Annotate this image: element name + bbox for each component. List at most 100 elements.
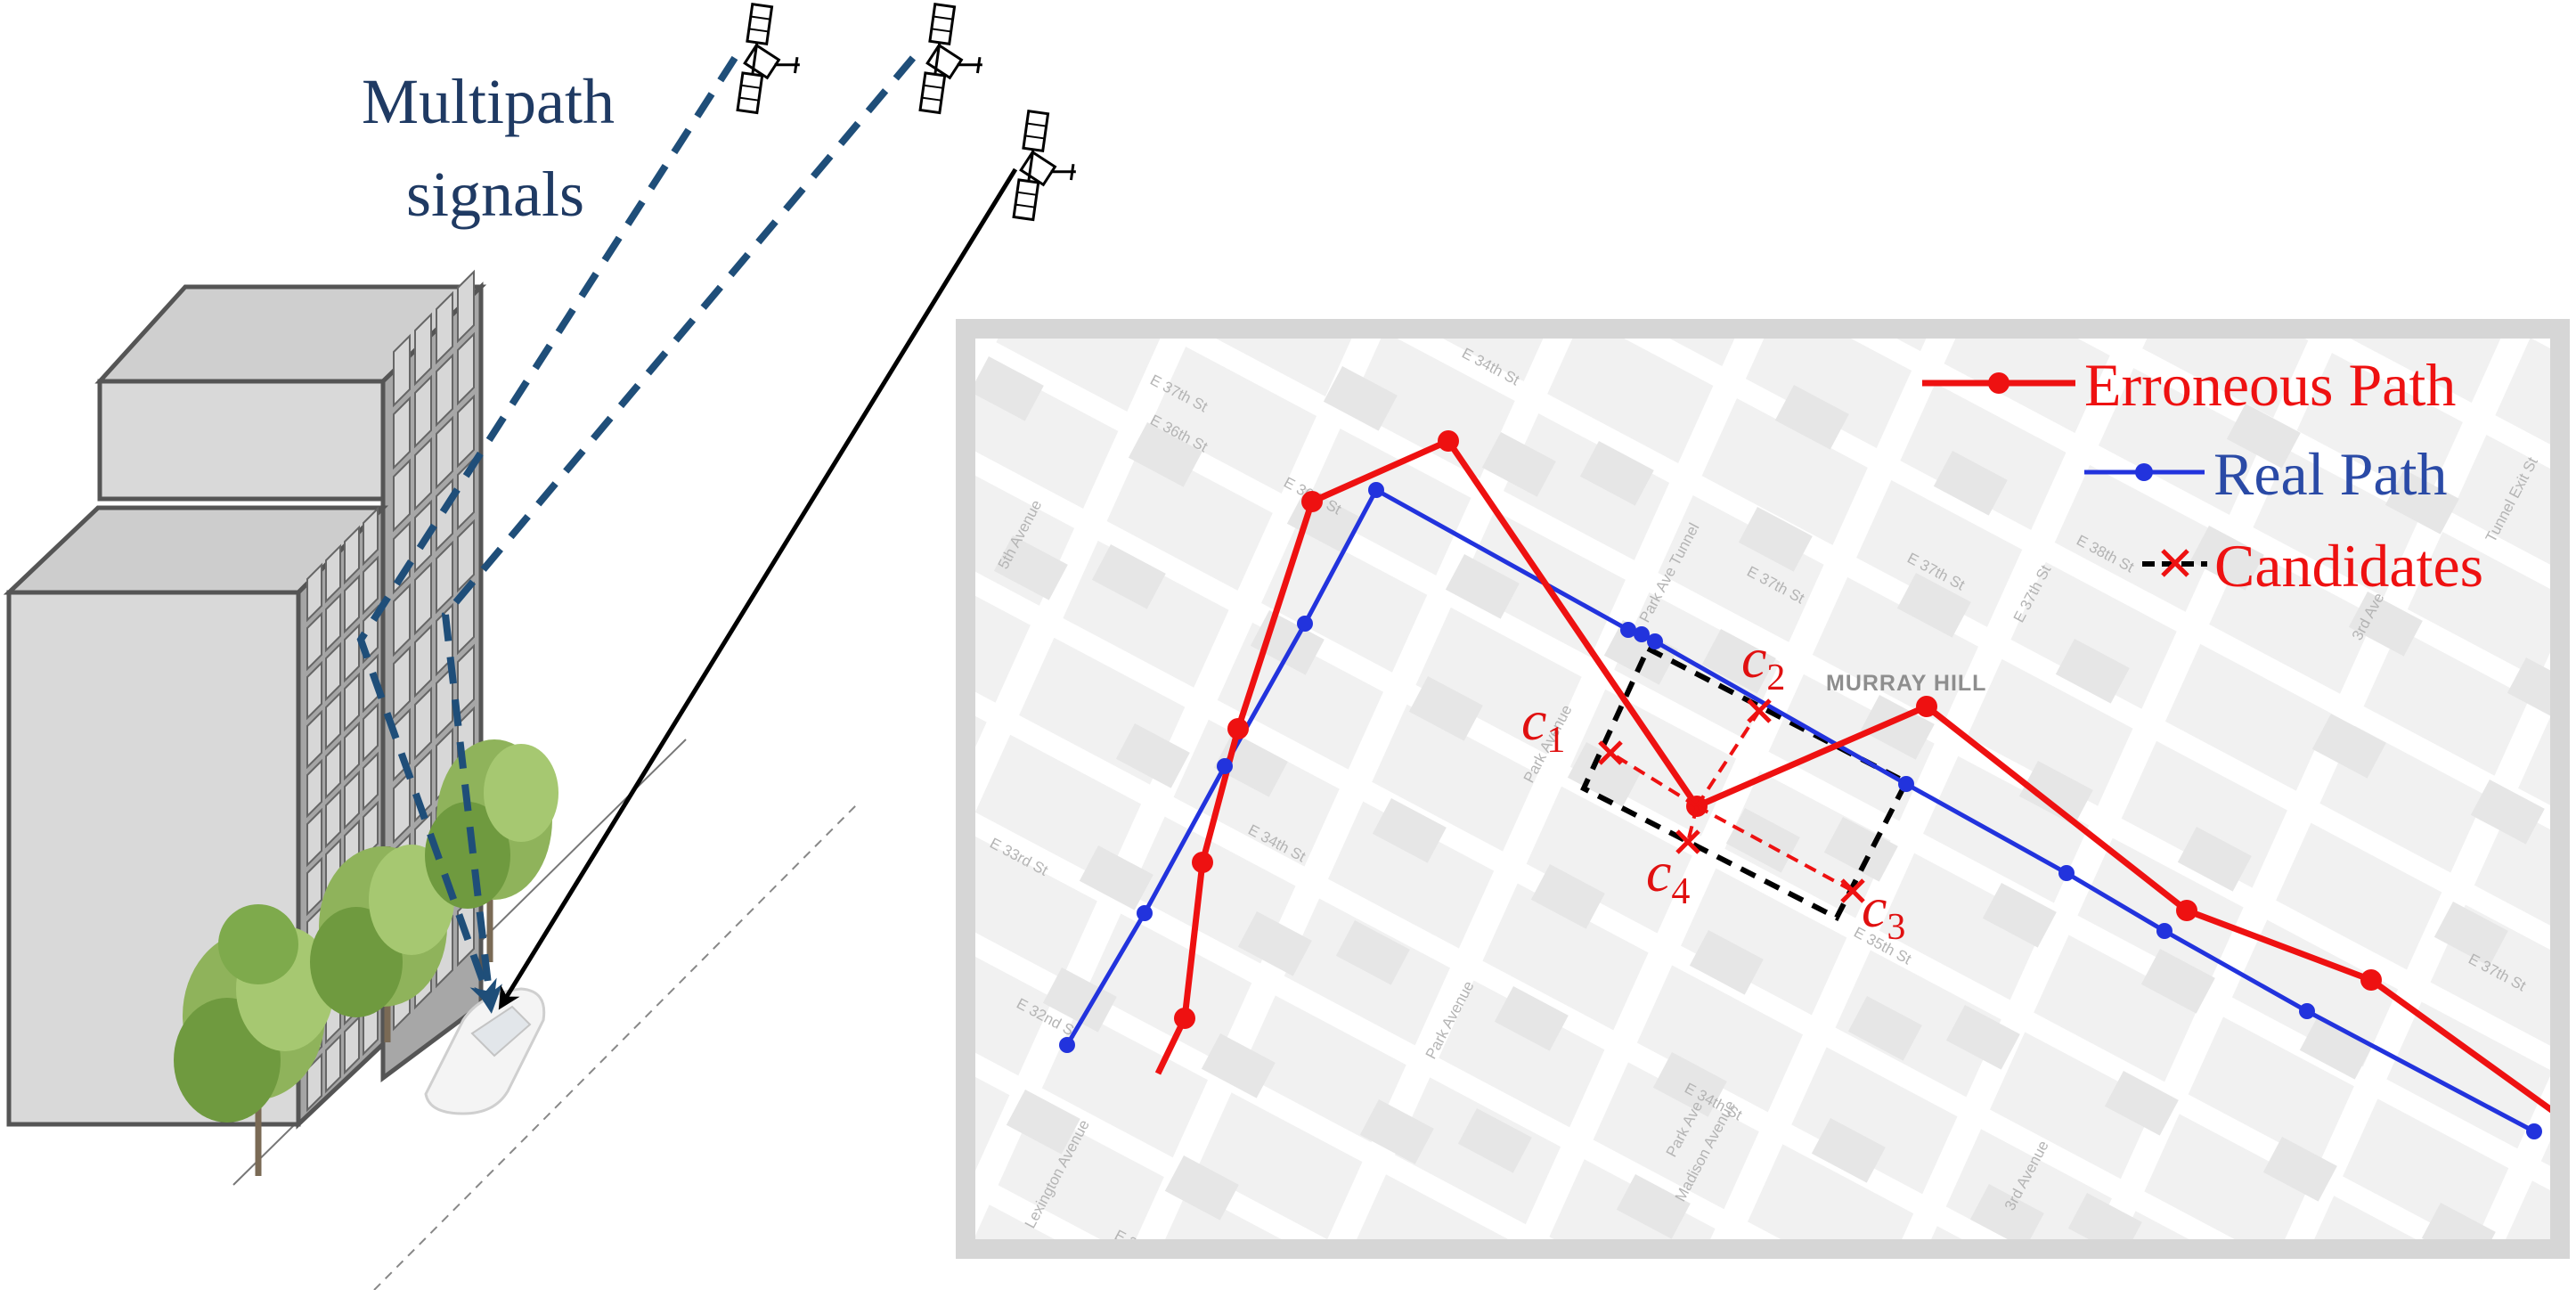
building-block <box>2421 1202 2496 1239</box>
window <box>436 665 453 739</box>
satellite-icon <box>918 3 991 119</box>
building-block <box>2507 657 2550 723</box>
building-block <box>1689 930 1764 995</box>
building-block <box>2055 639 2130 704</box>
map-legend: Erroneous Path Real Path Candidates <box>1922 351 2483 600</box>
window <box>325 641 341 702</box>
window <box>414 561 432 636</box>
building-block <box>1323 365 1398 431</box>
building-block <box>2470 779 2545 845</box>
legend-candidates: Candidates <box>2142 532 2483 600</box>
avenue <box>975 339 999 388</box>
window <box>363 800 379 861</box>
multipath-signals <box>356 55 917 1014</box>
building-block <box>2262 1136 2337 1202</box>
building-block <box>1847 996 1922 1061</box>
window <box>306 1052 322 1113</box>
tree-icon <box>174 904 334 1176</box>
building-block <box>1603 620 1678 685</box>
building-block <box>1579 441 1654 506</box>
window <box>457 643 475 718</box>
legend-erroneous-path: Erroneous Path <box>1922 351 2456 419</box>
building-block <box>2311 714 2386 779</box>
building-block <box>1530 864 1605 929</box>
candidate-label-c1: c1 <box>1521 689 1565 761</box>
window <box>325 690 341 751</box>
street <box>2077 339 2550 589</box>
building-block <box>1408 676 1483 741</box>
street <box>891 0 2576 160</box>
window <box>325 1033 341 1094</box>
window <box>436 290 453 365</box>
building-block <box>1945 1005 2020 1070</box>
building-block <box>2299 1015 2374 1080</box>
street <box>2304 339 2550 469</box>
window <box>325 592 341 653</box>
building-block <box>1567 742 1642 807</box>
building-block <box>1128 421 1202 487</box>
avenue <box>2476 1075 2550 1239</box>
window <box>436 540 453 615</box>
window <box>414 374 432 449</box>
window <box>436 415 453 490</box>
district-label: MURRAY HILL <box>1826 671 1986 696</box>
window <box>306 562 322 623</box>
window <box>344 525 360 585</box>
building-block <box>1201 1033 1276 1098</box>
satellite-icon <box>1012 110 1085 226</box>
candidate-label-c4: c4 <box>1646 840 1690 912</box>
urban-scene <box>3 3 1085 1290</box>
avenue <box>1519 339 1956 1239</box>
multipath-label-line1: Multipath <box>362 66 615 137</box>
building-block <box>1042 968 1117 1033</box>
window <box>344 721 360 781</box>
real-path-points <box>1059 482 2542 1139</box>
building-block <box>2018 761 2093 826</box>
street <box>891 1261 2576 1290</box>
window <box>457 269 475 344</box>
building-block <box>1481 432 1556 497</box>
building-block <box>1091 544 1166 609</box>
building-block <box>1725 808 1800 873</box>
avenue <box>975 339 1190 812</box>
svg-text:Real Path: Real Path <box>2213 440 2448 508</box>
avenue <box>1710 339 2148 1239</box>
building-block <box>2189 526 2264 591</box>
building-block <box>1933 451 2008 516</box>
multipath-signal-path <box>356 55 738 1010</box>
window <box>393 770 411 845</box>
street <box>975 932 1554 1239</box>
window <box>306 807 322 868</box>
road-center-dashed-line <box>373 801 860 1290</box>
window <box>393 583 411 657</box>
street <box>1170 339 2550 1070</box>
building-block <box>1335 920 1410 985</box>
street <box>975 451 2462 1239</box>
satellite-icon <box>736 3 809 119</box>
window <box>363 702 379 763</box>
window <box>436 353 453 428</box>
building-block <box>1237 911 1312 976</box>
window <box>363 506 379 567</box>
street <box>891 0 2576 281</box>
building-block <box>2067 1193 2142 1239</box>
building-block <box>1494 986 1569 1051</box>
building-block <box>1982 883 2057 948</box>
window <box>306 709 322 770</box>
window <box>393 333 411 408</box>
window <box>414 312 432 387</box>
direct-signal-line <box>498 167 1018 1010</box>
street <box>975 571 2235 1239</box>
building-block <box>1823 817 1898 882</box>
legend-real-path: Real Path <box>2084 440 2448 508</box>
window <box>414 437 432 511</box>
building-block <box>975 355 1044 421</box>
building-block <box>1896 573 1971 638</box>
building-block <box>1445 554 1520 619</box>
window <box>325 739 341 800</box>
svg-text:Erroneous Path: Erroneous Path <box>2084 351 2456 419</box>
building-block <box>1457 1108 1532 1173</box>
window <box>457 331 475 406</box>
